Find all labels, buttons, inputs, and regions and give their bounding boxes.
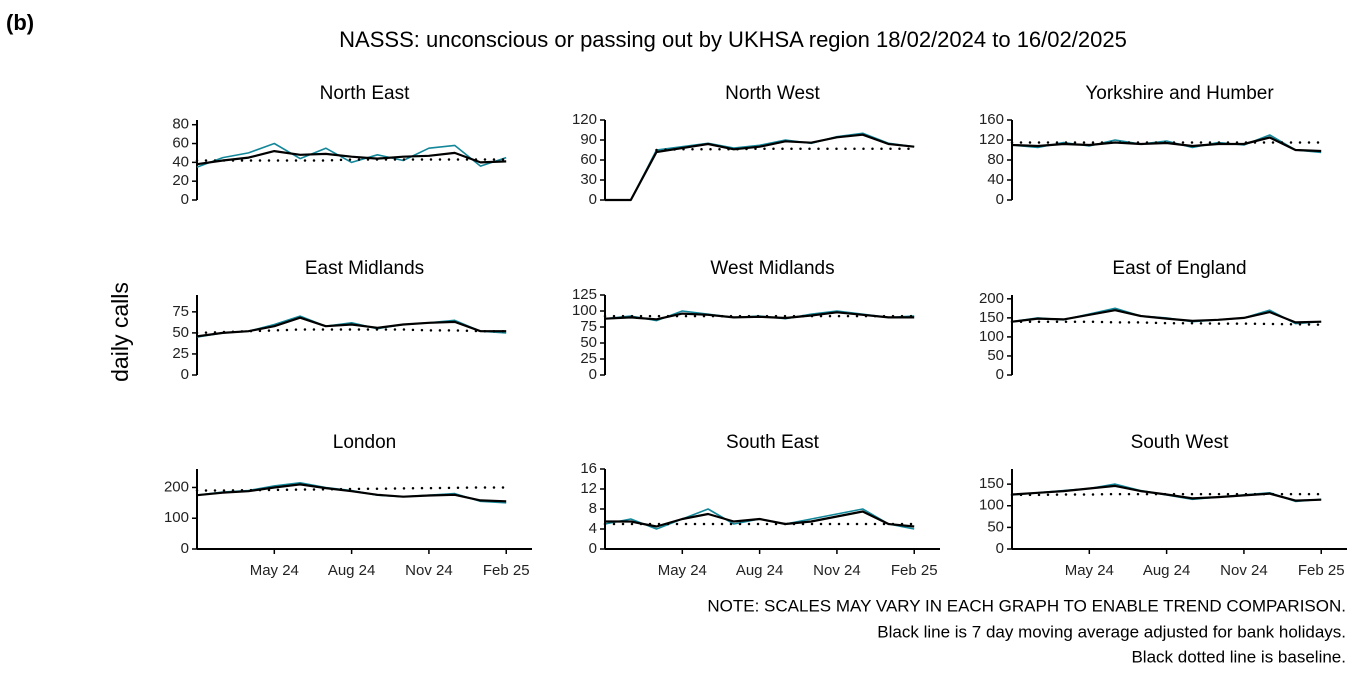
y-tick-label: 0 [181, 366, 189, 383]
daily-line [1011, 307, 1322, 325]
baseline-line [195, 158, 508, 162]
daily-line [605, 132, 915, 201]
y-tick-label: 80 [172, 116, 189, 133]
y-tick-label: 100 [979, 497, 1004, 514]
x-tick-label: Feb 25 [891, 562, 938, 579]
y-tick-label: 200 [164, 478, 189, 495]
y-tick-label: 75 [580, 318, 597, 335]
panel-title: West Midlands [710, 258, 834, 279]
panel-title: North West [725, 83, 820, 104]
y-tick-label: 4 [589, 520, 597, 537]
y-tick-label: 100 [979, 328, 1004, 345]
y-tick-label: 200 [979, 290, 1004, 307]
y-tick-label: 100 [572, 302, 597, 319]
note: Black line is 7 day moving average adjus… [877, 622, 1346, 641]
panel-title: Yorkshire and Humber [1085, 83, 1274, 104]
average-line [605, 510, 915, 528]
note: Black dotted line is baseline. [1131, 647, 1346, 666]
daily-line [1011, 483, 1322, 503]
y-tick-label: 30 [580, 171, 597, 188]
y-tick-label: 8 [589, 500, 597, 517]
x-tick-label: Feb 25 [1298, 562, 1345, 579]
x-tick-label: May 24 [250, 562, 299, 579]
x-tick-label: May 24 [658, 562, 707, 579]
y-axis-label: daily calls [107, 282, 133, 382]
y-tick-label: 90 [580, 131, 597, 148]
average-line [1011, 309, 1322, 324]
panel-title: East of England [1112, 258, 1246, 279]
y-tick-label: 160 [979, 111, 1004, 128]
y-tick-label: 0 [996, 191, 1004, 208]
x-tick-label: Nov 24 [1220, 562, 1268, 579]
average-line [605, 133, 915, 202]
x-tick-label: Aug 24 [736, 562, 784, 579]
note: NOTE: SCALES MAY VARY IN EACH GRAPH TO E… [707, 596, 1346, 615]
average-line [1011, 484, 1322, 502]
x-tick-label: Nov 24 [405, 562, 453, 579]
y-tick-label: 100 [164, 509, 189, 526]
baseline-line [655, 147, 916, 152]
y-tick-label: 125 [572, 286, 597, 303]
y-tick-label: 50 [987, 518, 1004, 535]
y-tick-label: 25 [580, 350, 597, 367]
daily-line [196, 315, 507, 338]
y-tick-label: 120 [979, 131, 1004, 148]
x-tick-label: Aug 24 [1143, 562, 1191, 579]
y-tick-label: 0 [589, 366, 597, 383]
y-tick-label: 60 [172, 134, 189, 151]
y-tick-label: 40 [172, 153, 189, 170]
y-tick-label: 25 [172, 345, 189, 362]
y-tick-label: 150 [979, 475, 1004, 492]
y-tick-label: 50 [987, 347, 1004, 364]
y-tick-label: 50 [172, 324, 189, 341]
average-line [1011, 136, 1322, 153]
y-tick-label: 0 [589, 540, 597, 557]
x-tick-label: Feb 25 [483, 562, 530, 579]
y-tick-label: 75 [172, 303, 189, 320]
average-line [196, 483, 507, 503]
panel-title: East Midlands [305, 258, 424, 279]
y-tick-label: 80 [987, 151, 1004, 168]
x-tick-label: May 24 [1065, 562, 1114, 579]
y-tick-label: 16 [580, 460, 597, 477]
y-tick-label: 0 [996, 366, 1004, 383]
panel-title: South East [726, 432, 820, 453]
average-line [196, 150, 507, 166]
panel-label: (b) [6, 10, 34, 35]
panel-title: South West [1131, 432, 1230, 453]
panel-title: London [333, 432, 396, 453]
y-tick-label: 150 [979, 309, 1004, 326]
x-tick-label: Nov 24 [813, 562, 861, 579]
daily-line [1011, 134, 1322, 154]
y-tick-label: 0 [589, 191, 597, 208]
average-line [604, 311, 915, 321]
y-tick-label: 12 [580, 480, 597, 497]
y-tick-label: 60 [580, 151, 597, 168]
y-tick-label: 120 [572, 111, 597, 128]
baseline-line [1010, 320, 1323, 326]
daily-line [196, 482, 507, 504]
x-tick-label: Aug 24 [328, 562, 376, 579]
y-tick-label: 0 [181, 191, 189, 208]
panel-title: North East [320, 83, 410, 104]
chart-title: NASSS: unconscious or passing out by UKH… [339, 27, 1127, 52]
y-tick-label: 50 [580, 334, 597, 351]
average-line [196, 316, 507, 338]
y-tick-label: 20 [172, 172, 189, 189]
y-tick-label: 40 [987, 171, 1004, 188]
y-tick-label: 0 [996, 540, 1004, 557]
daily-line [196, 142, 507, 168]
y-tick-label: 0 [181, 540, 189, 557]
